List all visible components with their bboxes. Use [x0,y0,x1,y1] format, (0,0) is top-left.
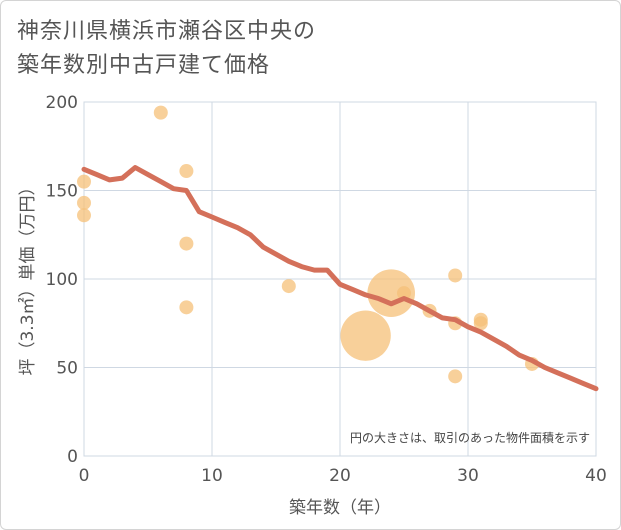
y-tick-label: 150 [46,182,78,202]
data-point [340,310,391,361]
y-tick-label: 200 [46,93,78,113]
data-point [448,369,463,384]
y-tick-label: 0 [67,447,78,467]
trend-line [81,165,599,392]
title-line-2: 築年数別中古戸建て価格 [17,53,271,78]
data-point [281,279,296,294]
grid-lines [83,101,597,457]
data-point [77,174,91,189]
data-point [179,164,194,179]
size-note: 円の大きさは、取引のあった物件面積を示す [350,430,590,445]
chart-title: 神奈川県横浜市瀬谷区中央の 築年数別中古戸建て価格 [17,15,316,83]
data-point [473,316,488,331]
data-point [153,105,168,120]
y-axis-label: 坪（3.3㎡）単価（万円） [18,178,38,375]
x-tick-label: 30 [457,466,479,486]
y-tick-label: 100 [46,270,78,290]
x-axis-label: 築年数（年） [289,498,391,518]
data-point [179,236,194,251]
y-tick-label: 50 [56,359,78,379]
x-tick-label: 20 [329,466,351,486]
x-tick-label: 0 [79,466,90,486]
data-point [77,208,91,223]
plot-area [83,101,597,457]
data-point [179,300,194,315]
y-tick-labels: 0 50 100 150 200 [46,93,78,467]
title-line-1: 神奈川県横浜市瀬谷区中央の [17,19,317,44]
x-tick-label: 10 [201,466,223,486]
x-tick-labels: 0 10 20 30 40 [79,466,607,486]
data-point [77,195,91,210]
data-points [77,105,539,384]
data-point [397,286,411,301]
data-point [448,268,463,283]
x-tick-label: 40 [585,466,607,486]
data-point [367,269,416,317]
